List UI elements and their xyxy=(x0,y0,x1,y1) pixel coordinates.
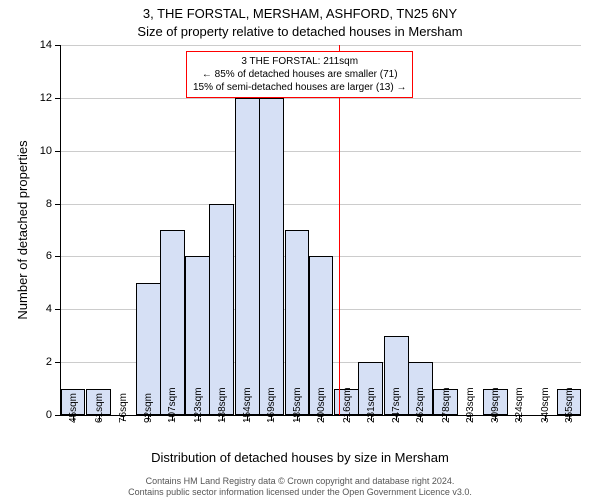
y-tick-label: 0 xyxy=(12,409,52,421)
x-tick-label: 324sqm xyxy=(514,387,525,423)
x-tick-label: 231sqm xyxy=(366,387,377,423)
x-tick-label: 154sqm xyxy=(242,387,253,423)
y-tick xyxy=(55,204,61,205)
y-tick-label: 8 xyxy=(12,198,52,210)
histogram-bar xyxy=(209,204,234,415)
chart-subtitle: Size of property relative to detached ho… xyxy=(0,24,600,39)
marker-line xyxy=(339,45,340,415)
y-tick-label: 6 xyxy=(12,250,52,262)
histogram-bar xyxy=(235,98,260,415)
x-tick-label: 293sqm xyxy=(465,387,476,423)
footer-line2: Contains public sector information licen… xyxy=(0,487,600,498)
grid-line xyxy=(61,204,581,205)
y-tick xyxy=(55,362,61,363)
y-tick-label: 10 xyxy=(12,145,52,157)
x-tick-label: 309sqm xyxy=(490,387,501,423)
footer-line1: Contains HM Land Registry data © Crown c… xyxy=(0,476,600,487)
x-tick-label: 123sqm xyxy=(193,387,204,423)
y-tick xyxy=(55,45,61,46)
grid-line xyxy=(61,151,581,152)
x-tick-label: 169sqm xyxy=(266,387,277,423)
histogram-bar xyxy=(259,98,284,415)
x-tick-label: 200sqm xyxy=(316,387,327,423)
footer-attribution: Contains HM Land Registry data © Crown c… xyxy=(0,476,600,498)
y-tick xyxy=(55,98,61,99)
x-tick-label: 262sqm xyxy=(415,387,426,423)
y-tick xyxy=(55,256,61,257)
annotation-box: 3 THE FORSTAL: 211sqm ← 85% of detached … xyxy=(186,51,413,98)
x-tick-label: 278sqm xyxy=(441,387,452,423)
annotation-line2: ← 85% of detached houses are smaller (71… xyxy=(193,68,406,81)
y-tick xyxy=(55,415,61,416)
y-tick xyxy=(55,151,61,152)
x-tick-label: 61sqm xyxy=(94,393,105,423)
x-tick-label: 138sqm xyxy=(217,387,228,423)
y-tick-label: 12 xyxy=(12,92,52,104)
x-tick-label: 355sqm xyxy=(564,387,575,423)
y-tick-label: 14 xyxy=(12,39,52,51)
y-tick-label: 4 xyxy=(12,303,52,315)
x-tick-label: 92sqm xyxy=(143,393,154,423)
grid-line xyxy=(61,45,581,46)
x-tick-label: 216sqm xyxy=(342,387,353,423)
x-tick-label: 340sqm xyxy=(540,387,551,423)
annotation-line3: 15% of semi-detached houses are larger (… xyxy=(193,81,406,94)
chart-title: 3, THE FORSTAL, MERSHAM, ASHFORD, TN25 6… xyxy=(0,6,600,21)
x-tick-label: 76sqm xyxy=(118,393,129,423)
x-tick-label: 185sqm xyxy=(292,387,303,423)
y-axis-label: Number of detached properties xyxy=(15,140,30,319)
plot-area: 3 THE FORSTAL: 211sqm ← 85% of detached … xyxy=(60,45,581,416)
y-tick-label: 2 xyxy=(12,356,52,368)
y-tick xyxy=(55,309,61,310)
x-tick-label: 247sqm xyxy=(391,387,402,423)
annotation-line1: 3 THE FORSTAL: 211sqm xyxy=(193,55,406,68)
chart-container: 3, THE FORSTAL, MERSHAM, ASHFORD, TN25 6… xyxy=(0,0,600,500)
x-tick-label: 45sqm xyxy=(68,393,79,423)
x-tick-label: 107sqm xyxy=(167,387,178,423)
x-axis-label: Distribution of detached houses by size … xyxy=(0,450,600,465)
